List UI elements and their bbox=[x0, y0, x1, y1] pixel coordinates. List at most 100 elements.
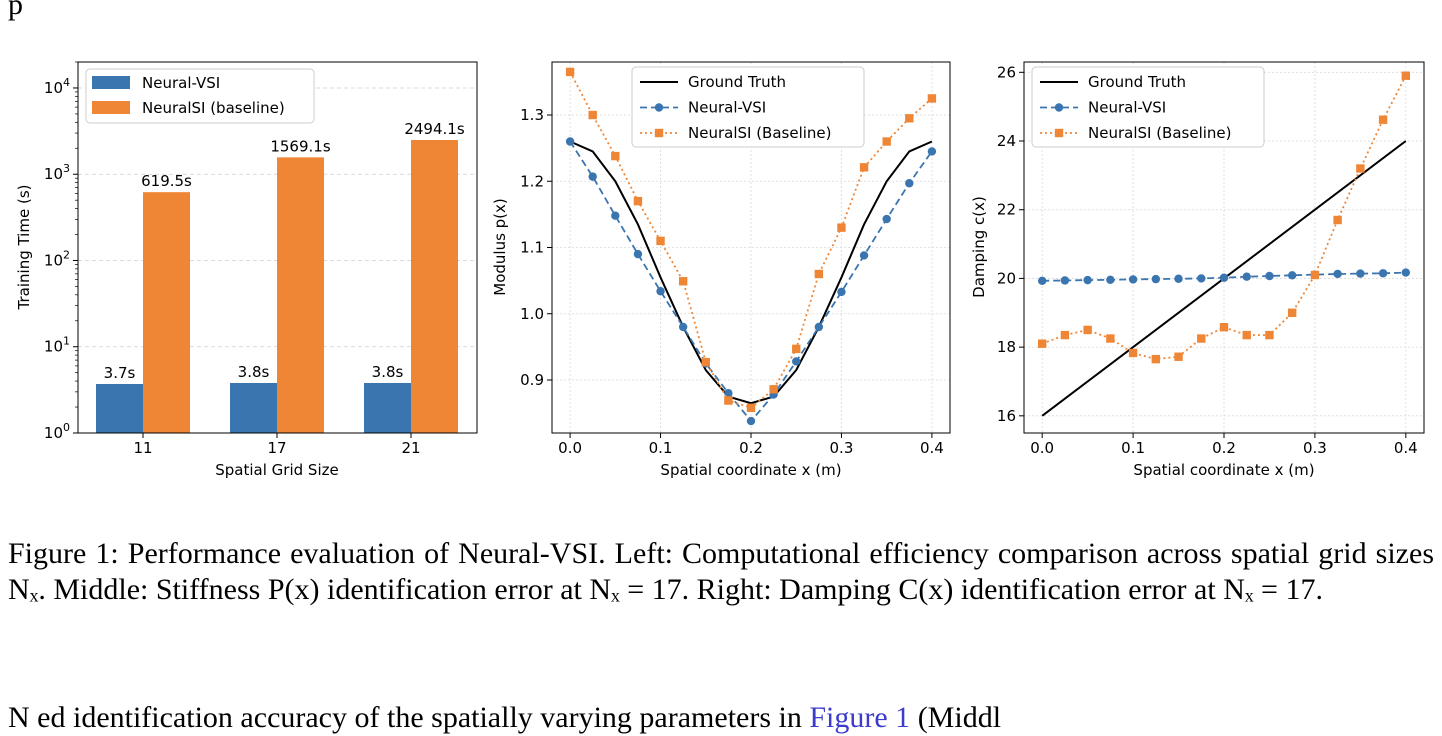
point-neuralsi-baseline bbox=[1310, 270, 1320, 280]
point-neuralsi-baseline bbox=[1219, 322, 1229, 332]
point-neuralsi-baseline bbox=[1265, 330, 1274, 340]
legend-marker-neural-vsi bbox=[654, 103, 664, 112]
x-tick-label: 11 bbox=[133, 439, 152, 457]
x-tick-label: 0.3 bbox=[1303, 439, 1327, 457]
bar-value-label: 3.7s bbox=[104, 364, 136, 382]
legend-label-ground-truth: Ground Truth bbox=[1088, 73, 1186, 91]
point-neural-vsi bbox=[588, 172, 597, 181]
point-neural-vsi bbox=[882, 214, 891, 224]
x-tick-label: 0.1 bbox=[1121, 439, 1145, 457]
point-neural-vsi bbox=[565, 137, 575, 146]
legend-label-neural-vsi: Neural-VSI bbox=[142, 74, 220, 92]
bar-value-label: 1569.1s bbox=[270, 137, 330, 155]
point-neuralsi-baseline bbox=[1242, 330, 1251, 340]
damping-line-chart: 16 18 20 22 24 26 0.0 0.1 0.2 0.3 0.4 Spatial coo… bbox=[970, 61, 1425, 479]
y-tick-label: 102 bbox=[44, 248, 70, 269]
y-tick-label: 24 bbox=[997, 132, 1016, 150]
point-neural-vsi bbox=[837, 287, 846, 297]
point-neuralsi-baseline bbox=[769, 385, 778, 394]
legend-label-neuralsi: NeuralSI (baseline) bbox=[142, 99, 285, 117]
point-neural-vsi bbox=[1356, 269, 1365, 278]
point-neural-vsi bbox=[656, 287, 665, 296]
series-line-ground-truth bbox=[569, 140, 933, 405]
bar-value-label: 3.8s bbox=[238, 363, 270, 381]
point-neuralsi-baseline bbox=[882, 137, 891, 146]
x-tick-label: 0.2 bbox=[739, 439, 763, 457]
y-tick-label: 104 bbox=[44, 76, 70, 97]
point-neuralsi-baseline bbox=[1174, 352, 1183, 361]
x-tick-label: 0.0 bbox=[1030, 439, 1054, 457]
legend-box bbox=[85, 68, 315, 124]
point-neuralsi-baseline bbox=[1378, 115, 1388, 124]
point-neural-vsi bbox=[1197, 274, 1206, 283]
y-axis-ticks: 0.9 1.0 1.1 1.2 1.3 bbox=[520, 106, 552, 389]
legend-box bbox=[631, 66, 865, 148]
legend-label-neuralsi-baseline: NeuralSI (Baseline) bbox=[1088, 124, 1232, 142]
point-neuralsi-baseline bbox=[1401, 71, 1411, 80]
point-neural-vsi bbox=[611, 211, 620, 220]
point-neural-vsi bbox=[859, 251, 869, 260]
figure-link[interactable]: Figure 1 bbox=[809, 701, 911, 734]
legend-label-neural-vsi: Neural-VSI bbox=[1088, 99, 1166, 117]
y-tick-label: 26 bbox=[997, 63, 1016, 81]
x-tick-label: 0.3 bbox=[830, 439, 854, 457]
point-neuralsi-baseline bbox=[814, 269, 824, 279]
point-neural-vsi bbox=[1128, 275, 1138, 284]
point-neural-vsi bbox=[814, 322, 824, 332]
bar-value-label: 2494.1s bbox=[404, 120, 464, 138]
top-partial-text: p bbox=[8, 0, 23, 21]
point-neural-vsi bbox=[927, 147, 937, 156]
point-neuralsi-baseline bbox=[565, 67, 575, 77]
y-tick-label: 1.0 bbox=[520, 305, 544, 323]
y-tick-label: 22 bbox=[997, 201, 1016, 219]
point-neural-vsi bbox=[1060, 276, 1070, 285]
point-neural-vsi bbox=[1287, 271, 1297, 280]
point-neural-vsi bbox=[1378, 269, 1388, 278]
y-tick-label: 1.3 bbox=[520, 106, 544, 124]
bar-neural-vsi-21 bbox=[364, 382, 411, 433]
point-neuralsi-baseline bbox=[1197, 334, 1206, 343]
point-neural-vsi bbox=[1242, 272, 1251, 281]
point-neuralsi-baseline bbox=[656, 236, 665, 246]
trailing-text-middle: ed identification accuracy of the spatia… bbox=[29, 701, 810, 734]
point-neural-vsi bbox=[678, 322, 688, 332]
point-neuralsi-baseline bbox=[1083, 325, 1092, 335]
y-axis-ticks: 16 18 20 22 24 26 bbox=[997, 63, 1024, 425]
point-neuralsi-baseline bbox=[746, 403, 756, 413]
point-neural-vsi bbox=[1106, 275, 1115, 284]
caption-label: Figure 1: bbox=[8, 537, 119, 570]
point-neuralsi-baseline bbox=[1287, 308, 1297, 317]
point-neuralsi-baseline bbox=[859, 163, 869, 172]
x-axis-ticks: 11 17 21 bbox=[133, 433, 421, 457]
x-tick-label: 21 bbox=[401, 439, 420, 457]
point-neural-vsi bbox=[633, 249, 643, 259]
y-axis-label: Damping c(x) bbox=[970, 196, 988, 298]
point-neuralsi-baseline bbox=[1106, 334, 1115, 343]
x-axis-ticks: 0.0 0.1 0.2 0.3 0.4 bbox=[1030, 433, 1418, 457]
legend-label-ground-truth: Ground Truth bbox=[688, 73, 786, 91]
y-tick-label: 1.1 bbox=[520, 239, 544, 257]
legend-box bbox=[1031, 66, 1265, 148]
y-axis-ticks: 100 101 102 103 104 bbox=[44, 61, 78, 442]
bar-neuralsi-11 bbox=[143, 192, 190, 433]
legend-label-neuralsi-baseline: NeuralSI (Baseline) bbox=[688, 124, 832, 142]
series-line-neuralsi-baseline bbox=[1041, 75, 1407, 361]
caption-text: Performance evaluation of Neural-VSI. Le… bbox=[8, 537, 1434, 606]
point-neural-vsi bbox=[1333, 269, 1342, 279]
bar-value-labels: 3.7s 619.5s 3.8s 1569.1s 3.8s 2494.1s bbox=[104, 120, 465, 382]
point-neuralsi-baseline bbox=[724, 396, 733, 405]
y-tick-label: 1.2 bbox=[520, 172, 544, 190]
point-neuralsi-baseline bbox=[905, 114, 914, 123]
y-axis-label: Training Time (s) bbox=[15, 185, 33, 311]
y-tick-label: 100 bbox=[44, 421, 70, 442]
trailing-text-after: (Middl bbox=[910, 701, 1002, 734]
point-neuralsi-baseline bbox=[701, 357, 710, 367]
y-tick-label: 103 bbox=[44, 162, 70, 183]
legend-label-neural-vsi: Neural-VSI bbox=[688, 99, 766, 117]
point-neuralsi-baseline bbox=[1060, 330, 1070, 340]
x-axis-ticks: 0.0 0.1 0.2 0.3 0.4 bbox=[558, 433, 944, 457]
point-neural-vsi bbox=[792, 357, 801, 366]
x-tick-label: 0.0 bbox=[558, 439, 582, 457]
point-neural-vsi bbox=[1083, 275, 1092, 285]
